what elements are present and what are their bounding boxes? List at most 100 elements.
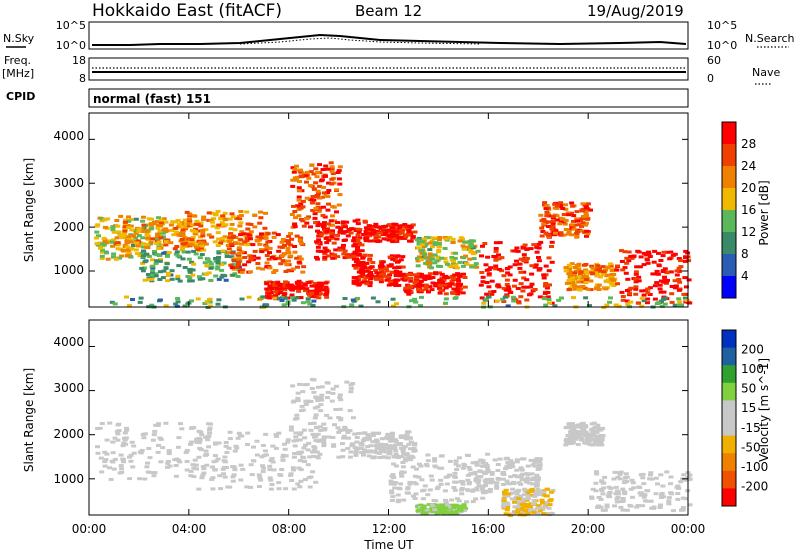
power-cell [297,238,303,242]
power-cell [220,214,226,218]
power-cell [557,222,563,226]
velocity-cell [523,509,528,512]
power-cell [596,288,602,291]
velocity-cell [267,476,273,480]
velocity-cell [374,440,380,444]
power-cell [364,227,370,231]
power-cell [179,237,185,241]
velocity-colorbar-tick: -50 [741,440,761,454]
velocity-cell [167,464,173,468]
power-cell [99,254,105,258]
power-cell [545,291,551,294]
power-cell [462,240,467,244]
power-cell [211,217,217,221]
velocity-cell [589,443,595,447]
power-cell [109,300,115,304]
power-cell [322,257,328,261]
power-cell [521,253,527,257]
velocity-cell [315,432,321,436]
velocity-cell [297,438,303,442]
velocity-cell [476,484,482,488]
velocity-cell [335,426,341,430]
power-cell [624,261,630,265]
velocity-cell [127,477,133,481]
velocity-cell [118,464,124,468]
power-cell [403,276,409,280]
velocity-cell [655,482,660,486]
power-cell [208,218,214,222]
power-cell [629,256,635,260]
velocity-cell [395,500,401,504]
velocity-cell [216,441,222,445]
velocity-cell [209,465,215,469]
power-cell [182,240,188,244]
velocity-cell [411,447,417,450]
power-cell [209,235,215,239]
power-cell [455,292,461,296]
power-cell [527,293,532,297]
velocity-cell [331,443,337,447]
velocity-cell [563,443,569,447]
power-cell [100,248,105,252]
power-cell [165,279,171,283]
power-cell [608,276,614,279]
power-cell [329,231,335,235]
power-cell [414,238,420,242]
power-cell [227,236,233,240]
velocity-cell [274,434,279,438]
power-cell [539,234,545,238]
power-cell [390,229,396,233]
power-cell [637,265,643,269]
power-cell [267,266,273,270]
power-cell [335,171,341,174]
power-cell [563,228,569,231]
power-cell [155,232,161,236]
power-cell [180,233,186,237]
velocity-cell [389,432,395,436]
velocity-cell [439,509,445,513]
power-cell [187,212,193,216]
power-cell [605,266,611,270]
velocity-cell [191,466,197,470]
velocity-cell [519,498,525,502]
power-cell [122,225,128,229]
velocity-cell [461,509,467,513]
power-cell [484,281,490,284]
power-cell [306,215,311,219]
velocity-cell [456,456,462,460]
velocity-cell [336,430,342,434]
velocity-cell [144,465,150,469]
power-cell [683,285,689,289]
power-cell [400,228,405,232]
power-cell [587,304,592,308]
power-cell [340,246,346,250]
power-cell [295,265,300,269]
power-cell [532,265,538,269]
power-cell [493,247,499,250]
power-cell [348,231,354,235]
velocity-cell [314,425,319,429]
power-cell [150,237,156,241]
velocity-cell [489,472,495,476]
power-cell [201,215,207,219]
velocity-cell [263,432,269,436]
power-cell [242,263,248,267]
power-cell [290,166,296,170]
velocity-cell [441,511,447,515]
power-cell [430,257,436,261]
power-cell [105,217,111,221]
power-cell [187,279,193,283]
beam-title: Beam 12 [355,2,422,20]
power-cell [376,231,382,235]
velocity-cell [614,500,620,504]
velocity-cell [487,487,493,491]
power-cell [660,254,666,258]
power-cell [406,286,412,290]
velocity-cell [276,487,282,491]
power-cell [522,256,528,260]
power-cell [544,286,550,290]
power-cell [508,291,514,294]
velocity-colorbar-segment [722,400,736,419]
velocity-cell [402,459,408,463]
power-cell [658,290,664,294]
